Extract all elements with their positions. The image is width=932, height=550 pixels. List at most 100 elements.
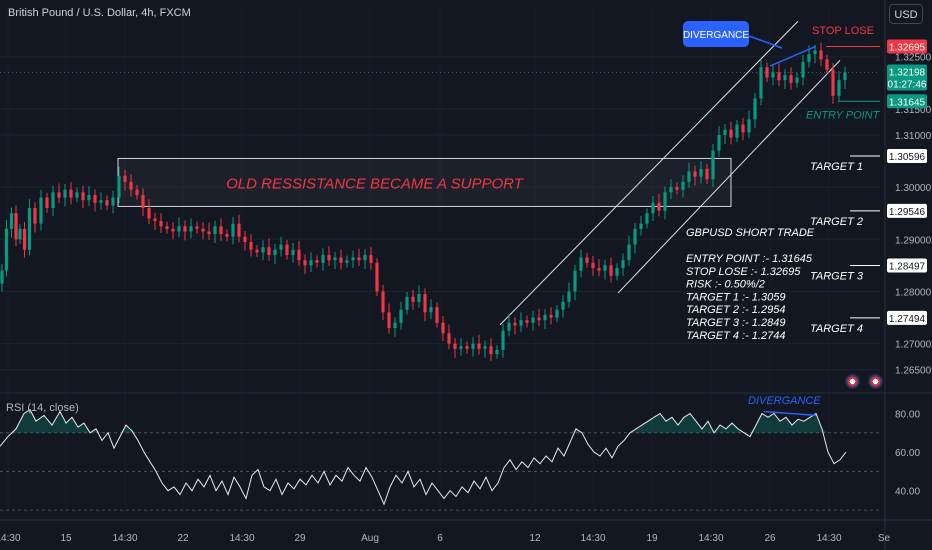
candle-body <box>447 333 451 344</box>
candle-body <box>105 200 109 206</box>
candle-body <box>0 270 4 284</box>
candle-body <box>18 228 22 240</box>
candle-body <box>27 208 32 250</box>
candle-body <box>387 312 391 328</box>
y-tick-label: 1.32500 <box>895 53 932 64</box>
candle-body <box>561 301 565 310</box>
candle-body <box>801 61 805 78</box>
candle-body <box>615 268 619 276</box>
candle-body <box>537 317 541 321</box>
candle-body <box>675 187 679 190</box>
annotations-back: OLD RESSISTANCE BECAME A SUPPORT <box>117 20 841 326</box>
candle-body <box>711 150 715 180</box>
target-label: TARGET 4 <box>810 323 863 335</box>
candle-body <box>477 343 481 349</box>
price-tag-box <box>887 39 927 54</box>
price-divergence-line <box>769 45 817 67</box>
candle-body <box>345 260 349 263</box>
x-tick-label: 6 <box>437 533 443 544</box>
candle-body <box>153 218 157 222</box>
rsi-y-tick-label: 40.00 <box>895 487 920 498</box>
candle-body <box>825 59 829 70</box>
trade-detail-line: TARGET 1 :- 1.3059 <box>686 291 785 303</box>
candle-body <box>87 194 91 201</box>
candle-body <box>807 54 811 62</box>
candle-body <box>22 228 27 250</box>
x-tick-label: 26 <box>764 533 776 544</box>
candle-body <box>213 226 217 235</box>
candle-body <box>609 265 613 276</box>
candle-body <box>93 194 97 203</box>
x-tick-label: 14:30 <box>112 533 137 544</box>
y-tick-label: 1.31500 <box>895 105 932 116</box>
candle-body <box>303 260 307 266</box>
candle-body <box>585 257 589 263</box>
candle-body <box>201 228 205 232</box>
candle-body <box>579 257 583 271</box>
candle-body <box>657 202 661 211</box>
entry-point-label: ENTRY POINT <box>806 109 881 121</box>
candle-body <box>483 346 487 349</box>
candle-body <box>381 291 385 313</box>
y-tick-label: 1.28000 <box>895 287 932 298</box>
uk-flag-icon[interactable] <box>868 374 883 389</box>
support-zone-box <box>117 157 732 207</box>
currency-button[interactable]: USD <box>889 4 923 24</box>
candle-body <box>51 192 55 208</box>
candle-body <box>795 77 799 83</box>
candle-body <box>717 134 721 151</box>
candle-body <box>231 223 235 237</box>
candle-body <box>351 257 355 261</box>
candle-body <box>789 74 793 83</box>
rsi-panel: DIVERGANCE <box>0 395 880 511</box>
y-tick-label: 1.31000 <box>895 131 932 142</box>
candle-body <box>525 320 529 323</box>
candle-body <box>723 129 727 135</box>
candle-body <box>777 72 781 81</box>
divergence-callout-label: DIVERGANCE <box>683 30 749 41</box>
candle-body <box>333 257 337 261</box>
candle-body <box>597 268 601 271</box>
candle-body <box>783 74 787 81</box>
x-tick-label: Aug <box>361 533 379 544</box>
price-tag-label: 1.31645 <box>889 97 926 108</box>
candle-body <box>627 244 631 261</box>
candle-body <box>285 244 289 255</box>
x-tick-label: 14:30 <box>580 533 605 544</box>
candle-body <box>33 208 37 224</box>
price-tag-label: 1.29546 <box>889 207 926 218</box>
candle-body <box>417 294 421 302</box>
candle-body <box>453 343 457 349</box>
candle-body <box>117 175 121 198</box>
us-flag-icon[interactable] <box>845 374 860 389</box>
chart-title: British Pound / U.S. Dollar, 4h, FXCM <box>8 7 191 19</box>
candle-body <box>699 168 703 177</box>
candle-body <box>819 50 823 60</box>
rsi-overbought-fill <box>0 409 846 433</box>
candle-body <box>759 67 763 99</box>
candle-body <box>423 294 427 313</box>
candle-body <box>831 69 835 96</box>
x-tick-label: 15 <box>60 533 72 544</box>
candle-body <box>471 343 475 349</box>
price-tag-label: 1.27494 <box>889 314 926 325</box>
candle-body <box>57 192 61 198</box>
candle-body <box>507 322 511 331</box>
x-tick-label: 12 <box>529 533 541 544</box>
candle-body <box>693 171 697 177</box>
candle-body <box>747 119 751 133</box>
candle-body <box>141 194 145 208</box>
rsi-divergence-label: DIVERGANCE <box>748 395 821 407</box>
candle-body <box>621 260 625 268</box>
candle-body <box>14 213 18 240</box>
trade-detail-line: TARGET 4 :- 1.2744 <box>686 330 785 342</box>
candle-body <box>219 226 223 235</box>
price-tag-box <box>887 64 927 91</box>
candle-body <box>531 317 535 323</box>
divergence-callout-pointer <box>748 35 783 49</box>
stop-lose-label: STOP LOSE <box>812 25 874 37</box>
candle-body <box>393 322 397 328</box>
axes: 1.32500 1.31500 1.31000 1.30000 1.29000 1.280… <box>0 53 932 544</box>
candle-body <box>705 168 709 180</box>
